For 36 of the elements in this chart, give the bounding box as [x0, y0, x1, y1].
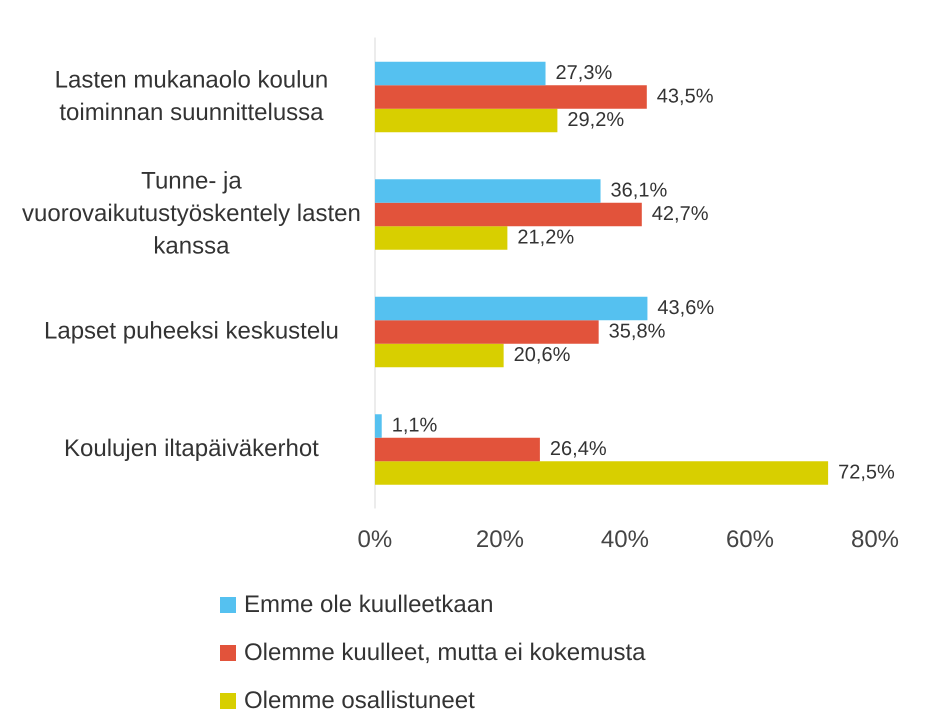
data-label: 36,1% — [610, 179, 668, 202]
bar — [374, 226, 508, 250]
y-tick-label: Lasten mukanaolo koulun toiminnan suunnittelussa — [54, 66, 328, 126]
x-tick-label: 80% — [850, 526, 900, 554]
bar — [374, 320, 599, 344]
bar — [374, 62, 546, 86]
x-tick-label: 60% — [726, 526, 774, 554]
data-label: 35,8% — [608, 320, 666, 342]
x-tick-label: 20% — [476, 526, 524, 554]
y-tick-label: Koulujen iltapäiväkerhot — [64, 435, 320, 462]
bar — [374, 108, 558, 132]
data-label: 42,7% — [652, 202, 709, 225]
bar — [374, 296, 648, 320]
bar — [374, 461, 828, 485]
x-tick-label: 0% — [358, 526, 392, 554]
data-label: 43,5% — [656, 85, 714, 108]
legend-label: Emme ole kuulleetkaan — [244, 591, 494, 619]
y-tick-label: Lapset puheeksi keskustelu — [44, 318, 339, 345]
legend-label: Olemme osallistuneet — [244, 687, 475, 715]
legend-label: Olemme kuulleet, mutta ei kokemusta — [244, 639, 646, 667]
data-label: 26,4% — [550, 438, 607, 460]
data-label: 29,2% — [567, 108, 624, 131]
data-label: 72,5% — [838, 461, 896, 484]
data-label: 43,6% — [657, 296, 714, 319]
bar — [374, 85, 647, 109]
bar — [374, 414, 382, 438]
x-tick-label: 40% — [600, 526, 649, 554]
data-label: 20,6% — [514, 344, 571, 366]
bar — [374, 202, 642, 226]
y-tick-label: Tunne- ja vuorovaikutustyöskentely lasten kanssa — [22, 168, 361, 260]
data-label: 27,3% — [556, 62, 612, 84]
bar — [374, 344, 504, 368]
bar — [374, 179, 601, 203]
bar — [374, 438, 540, 462]
data-label: 21,2% — [517, 226, 574, 248]
data-label: 1,1% — [392, 414, 438, 436]
